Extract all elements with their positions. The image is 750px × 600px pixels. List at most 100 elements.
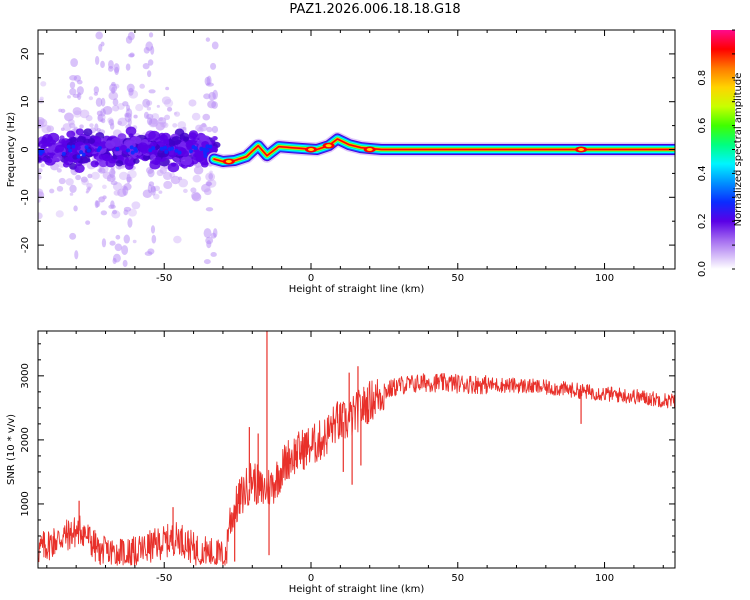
noise-speck (65, 178, 74, 186)
noise-blob (41, 157, 48, 162)
noise-speck (150, 118, 158, 125)
noise-speck (113, 190, 120, 196)
noise-speck (151, 113, 160, 121)
noise-streak (212, 228, 218, 238)
noise-core (86, 148, 91, 153)
noise-speck (183, 188, 188, 194)
x-tick-label: 50 (451, 273, 464, 284)
noise-streak (203, 259, 211, 265)
noise-core (162, 145, 167, 150)
noise-core (159, 146, 164, 151)
noise-streak (109, 240, 116, 246)
noise-blob (74, 164, 85, 173)
noise-core (174, 148, 179, 153)
noise-speck (163, 180, 173, 190)
noise-blob (80, 154, 90, 164)
noise-streak (101, 238, 107, 248)
noise-streak (98, 167, 106, 174)
noise-speck (67, 95, 71, 99)
noise-speck (191, 191, 201, 200)
noise-speck (85, 115, 93, 122)
noise-blob (133, 158, 140, 164)
noise-streak (210, 251, 217, 257)
colorbar-tick-label: 0.0 (697, 261, 708, 277)
noise-speck (111, 104, 120, 112)
noise-blob (50, 145, 56, 150)
noise-blob (149, 160, 161, 170)
noise-streak (110, 180, 118, 186)
noise-streak (206, 75, 212, 86)
noise-streak (126, 83, 135, 93)
noise-speck (203, 188, 212, 196)
noise-core (81, 152, 86, 157)
spectral-peak-core (225, 159, 232, 163)
noise-streak (122, 185, 129, 196)
colorbar-gradient (711, 30, 735, 269)
noise-streak (142, 63, 150, 70)
noise-speck (135, 103, 144, 112)
noise-streak (112, 257, 117, 265)
snr-frame (37, 330, 676, 569)
y-tick-label: 2000 (20, 427, 31, 452)
noise-streak (100, 97, 106, 107)
noise-speck (193, 165, 204, 175)
noise-speck (38, 174, 42, 180)
noise-speck (102, 195, 107, 200)
noise-streak (70, 58, 78, 68)
noise-speck (161, 96, 172, 105)
noise-blob (142, 154, 151, 161)
noise-core (129, 145, 134, 150)
noise-core (66, 144, 71, 149)
noise-streak (211, 101, 218, 109)
x-axis-label: Height of straight line (km) (289, 584, 425, 595)
noise-speck (164, 114, 171, 120)
x-tick-label: -50 (156, 573, 172, 584)
noise-core (126, 148, 131, 153)
noise-blob (199, 134, 208, 142)
x-axis-label: Height of straight line (km) (289, 284, 425, 295)
noise-streak (97, 114, 103, 122)
x-tick-label: -50 (156, 273, 172, 284)
noise-blob (66, 130, 76, 138)
noise-speck (117, 166, 122, 170)
noise-streak (77, 92, 82, 101)
noise-streak (125, 63, 131, 71)
noise-blob (83, 128, 93, 136)
spectral-peak-core (325, 144, 332, 148)
noise-streak (147, 168, 155, 178)
x-tick-label: 50 (451, 573, 464, 584)
noise-speck (111, 177, 116, 181)
x-tick-label: 100 (595, 573, 614, 584)
noise-core (208, 144, 213, 149)
noise-streak (108, 118, 115, 126)
noise-speck (201, 122, 207, 128)
noise-streak (100, 210, 108, 216)
noise-core (202, 150, 207, 155)
noise-speck (156, 104, 160, 108)
noise-streak (112, 98, 119, 106)
noise-blob (46, 158, 53, 164)
y-axis-label: SNR (10 * v/v) (6, 414, 17, 485)
noise-streak (125, 108, 133, 118)
noise-core (164, 149, 169, 154)
noise-streak (114, 243, 123, 252)
noise-speck (178, 178, 189, 188)
noise-speck (68, 119, 75, 126)
noise-blob (119, 144, 127, 151)
noise-speck (60, 127, 65, 131)
noise-core (170, 146, 175, 151)
noise-speck (165, 86, 170, 91)
noise-blob (150, 141, 157, 148)
noise-speck (206, 126, 213, 133)
noise-streak (144, 251, 153, 256)
noise-streak (205, 236, 214, 245)
noise-speck (79, 109, 90, 119)
noise-blob (54, 148, 60, 154)
y-tick-label: -20 (20, 237, 31, 253)
noise-speck (38, 199, 41, 203)
noise-speck (55, 210, 64, 218)
noise-streak (205, 181, 213, 187)
noise-speck (56, 185, 64, 192)
noise-blob (98, 154, 106, 160)
noise-streak (126, 173, 131, 184)
